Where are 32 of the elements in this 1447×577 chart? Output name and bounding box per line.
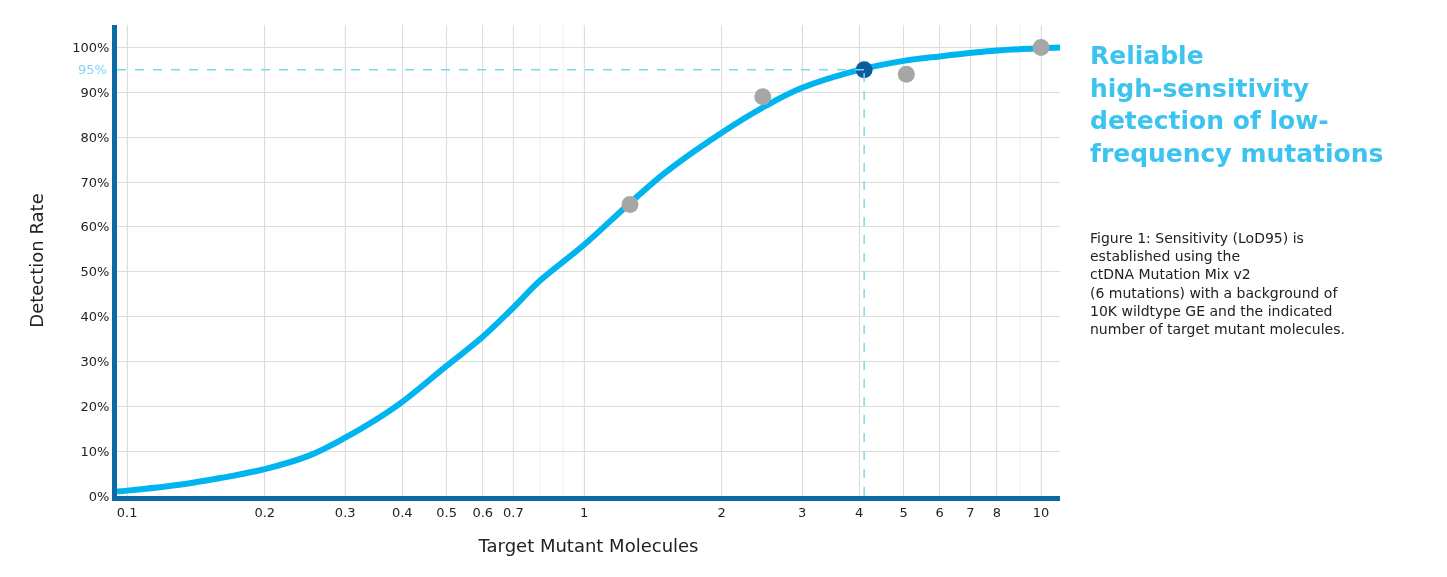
y-tick-label: 50% <box>80 264 110 280</box>
x-tick-label: 0.7 <box>503 504 524 520</box>
x-tick-label: 0.5 <box>436 504 457 520</box>
y-tick-label: 30% <box>80 353 110 369</box>
x-tick-label: 0.6 <box>472 504 494 520</box>
y-tick-label: 100% <box>72 39 110 55</box>
caption: Figure 1: Sensitivity (LoD95) is established using the ctDNA Mutation Mix v2 (6 mutations) with a background of 10K wildtype GE and the indicated number of target mutant molecules. <box>1090 230 1345 337</box>
y-tick-label: 70% <box>80 174 110 190</box>
x-tick-label: 0.2 <box>254 504 276 520</box>
y-tick-label: 40% <box>80 309 110 325</box>
y-tick-label: 0% <box>88 488 110 504</box>
y-tick-label: 10% <box>80 443 110 459</box>
ref-line-label: 95% <box>78 62 107 77</box>
x-tick-label: 10 <box>1032 504 1050 520</box>
x-tick-label: 7 <box>966 504 975 520</box>
x-axis-title: Target Mutant Molecules <box>477 534 699 556</box>
y-axis-title: Detection Rate <box>26 193 48 328</box>
x-tick-label: 3 <box>798 504 807 520</box>
y-tick-label: 60% <box>80 219 110 235</box>
y-tick-label: 20% <box>80 398 110 414</box>
x-tick-label: 0.1 <box>116 504 138 520</box>
text: Reliable high-sensitivity detection of low- frequency mutations <box>1090 41 1384 168</box>
x-tick-label: 1 <box>579 504 589 520</box>
x-tick-label: 0.3 <box>334 504 356 520</box>
x-tick-label: 8 <box>992 504 1001 520</box>
x-tick-label: 6 <box>935 504 944 520</box>
y-tick-label: 80% <box>80 129 110 145</box>
x-tick-label: 4 <box>855 504 864 520</box>
x-tick-label: 5 <box>899 504 908 520</box>
y-tick-label: 90% <box>80 84 110 100</box>
x-tick-label: 2 <box>717 504 726 520</box>
x-tick-label: 0.4 <box>391 504 413 520</box>
